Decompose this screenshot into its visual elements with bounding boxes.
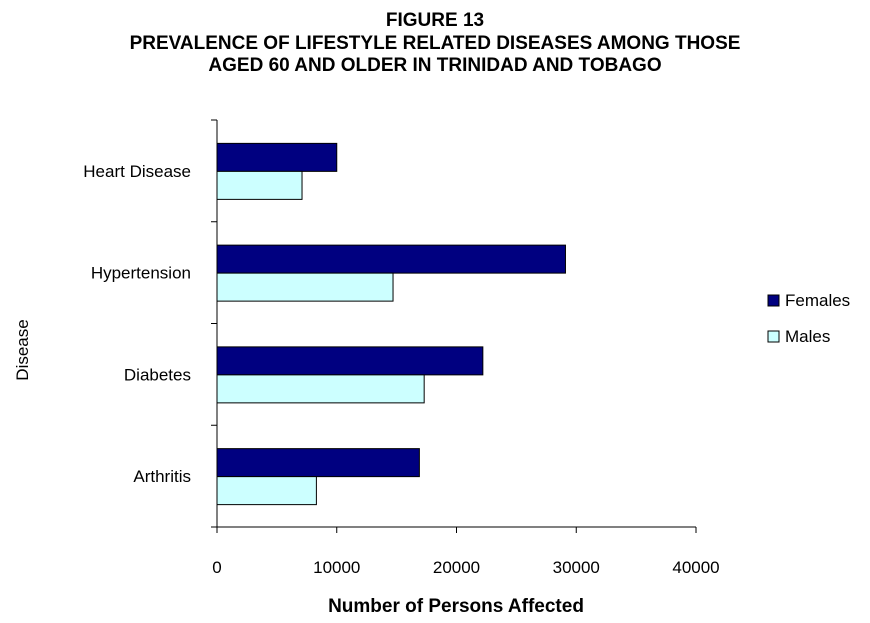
plot-area — [216, 142, 566, 506]
legend-label-males: Males — [785, 327, 830, 346]
y-tick-label-arthritis: Arthritis — [133, 467, 191, 486]
x-tick-label-30000: 30000 — [553, 558, 600, 577]
bar-males-hypertension — [216, 272, 394, 302]
x-tick-label-10000: 10000 — [313, 558, 360, 577]
y-tick-label-diabetes: Diabetes — [124, 365, 191, 384]
axes: Heart Disease Hypertension Diabetes Arthrit… — [83, 119, 720, 577]
chart-subtitle-line-2: AGED 60 AND OLDER IN TRINIDAD AND TOBAGO — [208, 55, 662, 76]
chart-subtitle-line-1: PREVALENCE OF LIFESTYLE RELATED DISEASES… — [129, 33, 741, 54]
bar-males-diabetes — [216, 374, 425, 404]
y-tick-label-hypertension: Hypertension — [91, 264, 191, 283]
bar-females-arthritis — [216, 448, 420, 478]
x-tick-label-40000: 40000 — [672, 558, 719, 577]
legend-swatch-females — [767, 294, 780, 307]
y-axis-title: Disease — [13, 319, 32, 380]
bar-males-heart-disease — [216, 170, 303, 200]
bar-females-diabetes — [216, 346, 484, 376]
x-tick-label-20000: 20000 — [433, 558, 480, 577]
legend: Females Males — [767, 291, 850, 346]
bar-females-hypertension — [216, 244, 566, 274]
x-tick-label-0: 0 — [212, 558, 221, 577]
bar-males-arthritis — [216, 476, 317, 506]
x-axis-title: Number of Persons Affected — [328, 596, 584, 617]
y-tick-label-heart-disease: Heart Disease — [83, 162, 191, 181]
bar-females-heart-disease — [216, 142, 338, 172]
chart-title: FIGURE 13 — [385, 10, 485, 31]
legend-swatch-males — [767, 330, 780, 343]
legend-label-females: Females — [785, 291, 850, 310]
